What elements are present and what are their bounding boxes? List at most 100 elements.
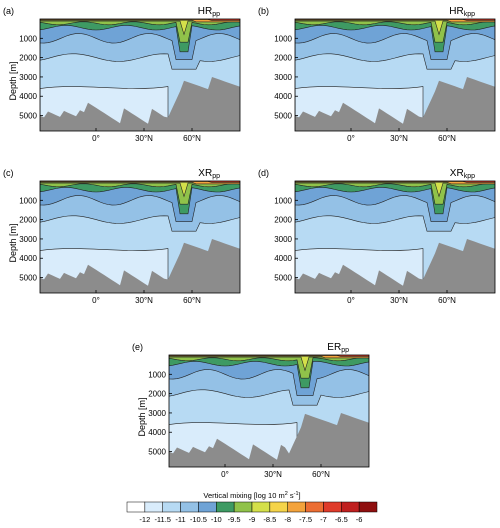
colorbar-swatch: [216, 501, 235, 513]
y-tick-label: 1000: [19, 196, 37, 205]
bathymetry-land: [295, 77, 495, 131]
x-tick-label: 60°N: [183, 134, 201, 143]
x-tick-label: 0°: [221, 470, 229, 479]
y-tick-label: 1000: [19, 34, 37, 43]
x-tick-label: 0°: [347, 296, 355, 305]
y-axis-label: Depth [m]: [8, 61, 18, 100]
colorbar-tick-label: -11: [175, 515, 185, 524]
y-axis-label: Depth [m]: [8, 223, 18, 262]
band-light-green: [40, 19, 240, 43]
bathymetry-land: [295, 239, 495, 293]
y-axis-label: Depth [m]: [137, 397, 147, 436]
x-tick-label: 30°N: [264, 470, 282, 479]
band-light-green: [40, 181, 240, 205]
colorbar-swatch: [126, 501, 146, 513]
band-light-green: [295, 181, 495, 205]
panel-a: 1000 2000 3000 4000 5000 0° 30°N 60°N Depth [m] (…: [3, 6, 241, 143]
panel-title: XRkpp: [450, 168, 475, 180]
colorbar-swatch: [287, 501, 306, 513]
y-tick-label: 4000: [274, 92, 292, 101]
colorbar-title-title-sup1: 2: [285, 491, 288, 497]
panel-label: (b): [258, 6, 269, 16]
x-tick-label: 30°N: [390, 134, 408, 143]
colorbar-swatch: [180, 501, 199, 513]
colorbar-title-title-prefix: Vertical mixing [log 10 m: [203, 491, 284, 500]
panel-title-main: ER: [327, 342, 341, 353]
plot-frame: [294, 180, 496, 294]
colorbar-title-title-mid: s: [288, 491, 294, 500]
x-tick-label: 60°N: [438, 134, 456, 143]
panel-title-main: HR: [449, 6, 463, 17]
panel-title: XRpp: [198, 168, 220, 180]
colorbar-title-title-sup2: -1: [294, 491, 299, 497]
panel-b: 1000 2000 3000 4000 5000 0° 30°N 60°N (b) HRkpp: [258, 6, 496, 143]
panel-title-main: XR: [450, 168, 464, 179]
y-tick-label: 4000: [19, 92, 37, 101]
panel-title: HRpp: [198, 6, 220, 18]
x-tick-label: 30°N: [390, 296, 408, 305]
y-tick-label: 3000: [274, 73, 292, 82]
colorbar-swatch: [251, 501, 271, 513]
colorbar-swatch: [305, 501, 324, 513]
y-tick-label: 2000: [19, 54, 37, 63]
colorbar-title: Vertical mixing [log 10 m2 s-1]: [203, 491, 300, 500]
y-tick-label: 5000: [148, 448, 166, 457]
colorbar-swatch: [144, 501, 163, 513]
y-tick-label: 5000: [274, 274, 292, 283]
panel-title: HRkpp: [449, 6, 475, 18]
panel-title-subscript: pp: [341, 347, 349, 354]
colorbar-tick-label: -8.5: [263, 515, 276, 524]
colorbar-tick-label: -7: [320, 515, 327, 524]
colorbar-title-title-suffix: ]: [299, 491, 301, 500]
panel-title-subscript: pp: [212, 11, 220, 18]
panel-title-subscript: pp: [212, 173, 220, 180]
y-tick-label: 4000: [148, 428, 166, 437]
colorbar-tick-label: -7.5: [299, 515, 312, 524]
panel-title-main: XR: [198, 168, 212, 179]
colorbar-tick-label: -10: [211, 515, 222, 524]
x-tick-label: 0°: [92, 134, 100, 143]
colorbar-swatch: [162, 501, 181, 513]
colorbar-tick-label: -6.5: [335, 515, 348, 524]
band-light-green: [295, 19, 495, 43]
bathymetry-land: [169, 413, 369, 467]
panel-title-subscript: kpp: [464, 11, 475, 18]
colorbar-tick-label: -9.5: [228, 515, 241, 524]
panel-c: 1000 2000 3000 4000 5000 0° 30°N 60°N Depth [m] (…: [3, 168, 241, 305]
colorbar-swatch: [341, 501, 360, 513]
plot-frame: [39, 18, 241, 132]
bathymetry-land: [40, 239, 240, 293]
panel-title: ERpp: [327, 342, 349, 354]
colorbar-tick-label: -8: [284, 515, 291, 524]
x-tick-label: 60°N: [312, 470, 330, 479]
y-tick-label: 1000: [274, 34, 292, 43]
y-tick-label: 5000: [274, 112, 292, 121]
colorbar-swatch: [198, 501, 217, 513]
colorbar-swatch: [323, 501, 342, 513]
panel-title-subscript: kpp: [464, 173, 475, 180]
panel-label: (e): [132, 342, 143, 352]
x-tick-label: 30°N: [135, 296, 153, 305]
y-tick-label: 3000: [274, 235, 292, 244]
colorbar-tick-label: -9: [249, 515, 256, 524]
y-tick-label: 2000: [274, 54, 292, 63]
y-tick-label: 4000: [19, 254, 37, 263]
y-tick-label: 3000: [19, 235, 37, 244]
y-tick-label: 3000: [19, 73, 37, 82]
y-tick-label: 4000: [274, 254, 292, 263]
x-tick-label: 0°: [92, 296, 100, 305]
panel-e: 1000 2000 3000 4000 5000 0° 30°N 60°N Depth [m] (…: [132, 342, 370, 479]
plot-frame: [39, 180, 241, 294]
colorbar-tick-label: -10.5: [190, 515, 207, 524]
band-green: [169, 355, 369, 389]
bathymetry-land: [40, 77, 240, 131]
y-tick-label: 2000: [148, 390, 166, 399]
panel-title-main: HR: [198, 6, 212, 17]
x-tick-label: 60°N: [438, 296, 456, 305]
y-tick-label: 1000: [274, 196, 292, 205]
y-tick-label: 5000: [19, 274, 37, 283]
y-tick-label: 1000: [148, 370, 166, 379]
plot-frame: [294, 18, 496, 132]
y-tick-label: 2000: [19, 216, 37, 225]
